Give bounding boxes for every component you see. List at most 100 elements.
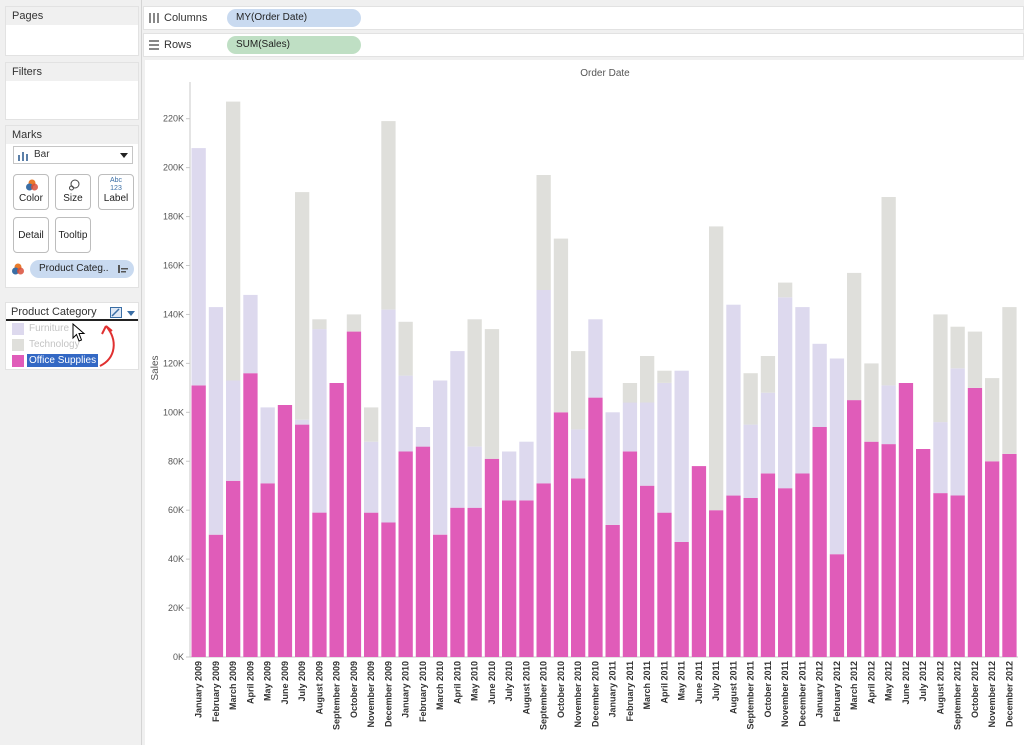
bar-furniture[interactable] <box>519 441 534 501</box>
bar-office-supplies[interactable] <box>484 458 500 657</box>
bar-furniture[interactable] <box>226 380 241 481</box>
bar-office-supplies[interactable] <box>847 400 862 657</box>
bar-furniture[interactable] <box>243 294 258 374</box>
bar-technology[interactable] <box>778 282 793 298</box>
bar-office-supplies[interactable] <box>674 542 689 657</box>
bar-office-supplies[interactable] <box>588 397 603 657</box>
bar-furniture[interactable] <box>536 290 551 484</box>
bar-furniture[interactable] <box>295 419 310 425</box>
bar-office-supplies[interactable] <box>760 473 776 658</box>
bar-office-supplies[interactable] <box>329 383 344 657</box>
bar-technology[interactable] <box>484 329 500 459</box>
label-button[interactable]: Abc 123 Label <box>98 174 134 210</box>
bar-technology[interactable] <box>760 356 776 393</box>
bar-furniture[interactable] <box>502 451 517 501</box>
bar-office-supplies[interactable] <box>381 522 396 657</box>
bar-office-supplies[interactable] <box>657 512 672 657</box>
bar-furniture[interactable] <box>605 412 620 525</box>
bar-furniture[interactable] <box>208 307 224 535</box>
bar-technology[interactable] <box>398 321 413 376</box>
bar-office-supplies[interactable] <box>398 451 413 658</box>
bar-office-supplies[interactable] <box>243 373 258 657</box>
bar-furniture[interactable] <box>433 380 448 535</box>
bar-office-supplies[interactable] <box>898 383 914 657</box>
bar-technology[interactable] <box>346 314 362 332</box>
columns-shelf[interactable]: Columns MY(Order Date) <box>143 6 1024 30</box>
bar-office-supplies[interactable] <box>709 510 724 657</box>
bar-technology[interactable] <box>295 192 310 420</box>
bar-technology[interactable] <box>950 326 965 369</box>
bar-office-supplies[interactable] <box>1002 453 1017 657</box>
bar-office-supplies[interactable] <box>295 424 310 657</box>
bar-office-supplies[interactable] <box>622 451 638 658</box>
bar-office-supplies[interactable] <box>346 331 362 657</box>
bar-furniture[interactable] <box>933 422 948 494</box>
tooltip-button[interactable]: Tooltip <box>55 217 91 253</box>
bar-technology[interactable] <box>226 101 241 381</box>
bar-technology[interactable] <box>312 319 327 330</box>
bar-office-supplies[interactable] <box>881 444 896 657</box>
bar-furniture[interactable] <box>381 309 396 523</box>
bar-office-supplies[interactable] <box>208 534 224 657</box>
bar-furniture[interactable] <box>760 392 776 474</box>
bar-technology[interactable] <box>933 314 948 423</box>
bar-office-supplies[interactable] <box>743 498 758 657</box>
bar-technology[interactable] <box>985 378 1000 462</box>
columns-pill[interactable]: MY(Order Date) <box>227 9 361 27</box>
rows-shelf[interactable]: Rows SUM(Sales) <box>143 33 1024 57</box>
bar-office-supplies[interactable] <box>260 483 275 657</box>
bar-furniture[interactable] <box>622 402 638 452</box>
bar-office-supplies[interactable] <box>967 387 983 657</box>
bar-office-supplies[interactable] <box>519 500 534 657</box>
bar-furniture[interactable] <box>795 307 810 474</box>
bar-furniture[interactable] <box>674 370 689 542</box>
bar-furniture[interactable] <box>657 383 672 513</box>
bar-office-supplies[interactable] <box>433 534 448 657</box>
bar-furniture[interactable] <box>743 424 758 498</box>
bar-furniture[interactable] <box>191 148 206 386</box>
pages-card[interactable]: Pages <box>5 6 139 56</box>
highlight-toggle-icon[interactable] <box>110 307 122 318</box>
bar-office-supplies[interactable] <box>312 512 327 657</box>
bar-technology[interactable] <box>622 383 638 403</box>
bar-technology[interactable] <box>864 363 879 442</box>
bar-office-supplies[interactable] <box>536 483 551 657</box>
bar-technology[interactable] <box>657 370 672 383</box>
bar-office-supplies[interactable] <box>726 495 741 658</box>
legend-menu-icon[interactable] <box>127 311 135 316</box>
bar-furniture[interactable] <box>467 446 482 508</box>
bar-office-supplies[interactable] <box>502 500 517 657</box>
bar-furniture[interactable] <box>829 358 845 555</box>
bar-technology[interactable] <box>364 407 379 442</box>
bar-furniture[interactable] <box>640 402 655 486</box>
bar-furniture[interactable] <box>312 329 327 513</box>
filters-card[interactable]: Filters <box>5 62 139 120</box>
bar-furniture[interactable] <box>726 304 741 496</box>
bar-office-supplies[interactable] <box>640 485 655 657</box>
bar-technology[interactable] <box>967 331 983 388</box>
product-category-color-pill[interactable]: Product Categ.. <box>30 260 134 278</box>
bar-technology[interactable] <box>881 197 896 386</box>
bar-office-supplies[interactable] <box>829 554 845 657</box>
bar-technology[interactable] <box>743 373 758 425</box>
bar-furniture[interactable] <box>364 441 379 513</box>
bar-furniture[interactable] <box>415 427 431 447</box>
bar-office-supplies[interactable] <box>933 493 948 657</box>
bar-furniture[interactable] <box>881 385 896 445</box>
bar-office-supplies[interactable] <box>415 446 431 657</box>
color-button[interactable]: Color <box>13 174 49 210</box>
bar-office-supplies[interactable] <box>864 441 879 657</box>
bar-office-supplies[interactable] <box>364 512 379 657</box>
bar-technology[interactable] <box>536 175 551 290</box>
bar-technology[interactable] <box>640 356 655 403</box>
bar-office-supplies[interactable] <box>605 524 620 657</box>
bar-technology[interactable] <box>1002 307 1017 454</box>
bar-office-supplies[interactable] <box>450 507 465 657</box>
mark-type-dropdown[interactable]: Bar <box>13 146 133 164</box>
bar-office-supplies[interactable] <box>191 385 206 657</box>
bar-furniture[interactable] <box>450 351 465 508</box>
bar-office-supplies[interactable] <box>795 473 810 658</box>
bar-technology[interactable] <box>467 319 482 447</box>
bar-office-supplies[interactable] <box>778 488 793 657</box>
detail-button[interactable]: Detail <box>13 217 49 253</box>
